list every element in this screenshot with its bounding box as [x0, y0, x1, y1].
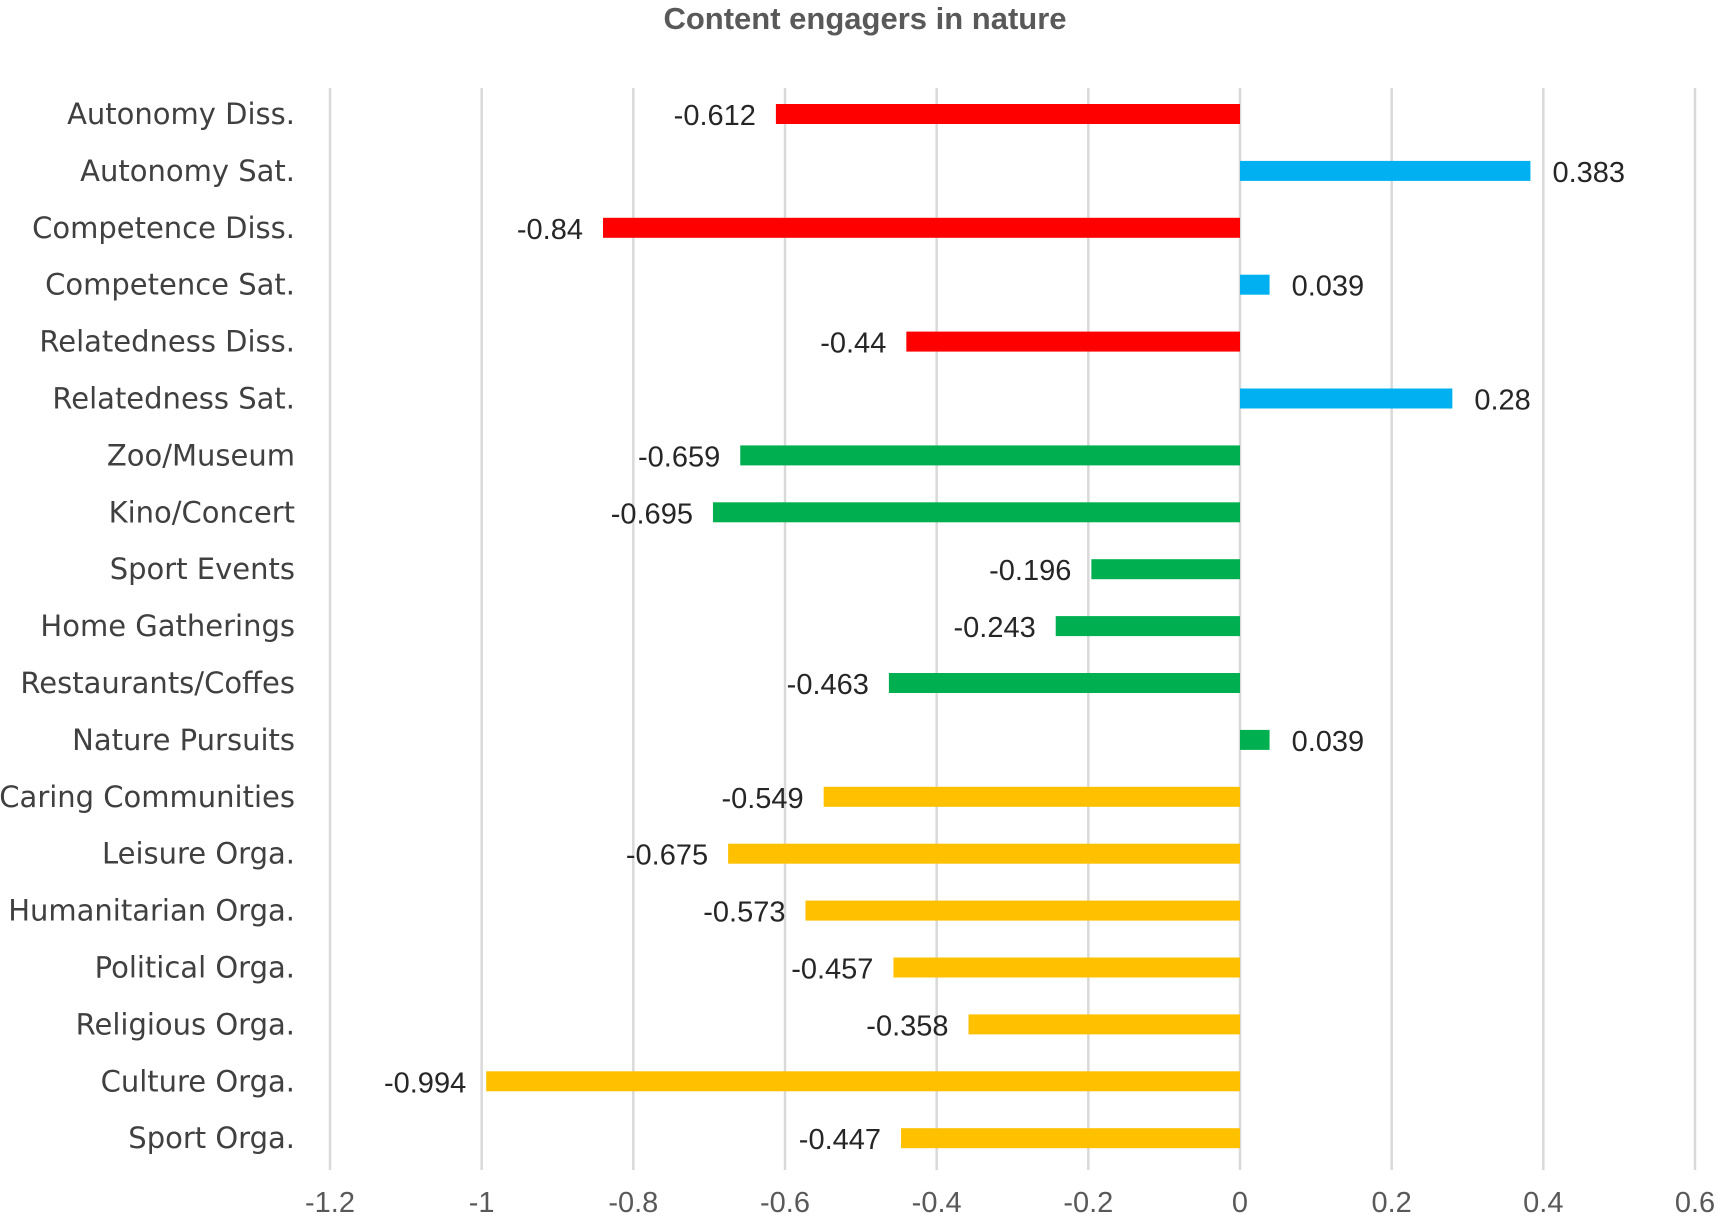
data-label: -0.695 — [611, 498, 693, 530]
bars — [486, 104, 1531, 1149]
category-label: Religious Orga. — [76, 1007, 295, 1041]
data-label: -0.573 — [703, 897, 785, 929]
bar — [805, 900, 1240, 921]
data-label: -0.463 — [787, 669, 869, 701]
x-tick-label: 0.2 — [1372, 1187, 1412, 1219]
category-label: Competence Sat. — [45, 268, 295, 302]
bar — [740, 445, 1240, 466]
bar — [603, 217, 1240, 238]
category-label: Leisure Orga. — [102, 837, 295, 871]
data-label: 0.28 — [1474, 385, 1530, 417]
x-tick-label: -0.8 — [608, 1187, 658, 1219]
x-tick-label: 0 — [1232, 1187, 1248, 1219]
bar — [888, 673, 1240, 693]
x-tick-label: -1.2 — [305, 1187, 355, 1219]
data-label: 0.039 — [1292, 726, 1365, 758]
bar — [1240, 160, 1531, 181]
x-tick-label: -1 — [469, 1187, 495, 1219]
bar — [1091, 559, 1240, 580]
data-label: -0.549 — [721, 783, 803, 815]
category-label: Autonomy Diss. — [67, 97, 295, 131]
data-label: -0.447 — [799, 1124, 881, 1156]
bar — [901, 1128, 1240, 1149]
category-label: Culture Orga. — [101, 1064, 295, 1098]
category-label: Relatedness Sat. — [52, 382, 295, 416]
data-label: -0.612 — [674, 100, 756, 132]
category-label: Competence Diss. — [32, 211, 295, 245]
data-labels: -0.612 0.383 -0.84 0.039 -0.44 0.28 -0.659 -0.6… — [384, 100, 1625, 1156]
bar — [1240, 274, 1270, 295]
bar — [712, 502, 1240, 523]
category-label: Kino/Concert — [109, 495, 295, 529]
x-tick-label: -0.6 — [760, 1187, 810, 1219]
bar — [1055, 616, 1240, 637]
category-label: Zoo/Museum — [107, 438, 295, 472]
data-label: -0.196 — [989, 555, 1071, 587]
data-label: -0.243 — [953, 612, 1035, 644]
category-labels: Autonomy Diss. Autonomy Sat. Competence Di… — [0, 97, 295, 1155]
category-label: Relatedness Diss. — [39, 325, 295, 359]
bar — [486, 1071, 1240, 1092]
category-label: Sport Events — [110, 552, 295, 586]
bar — [968, 1014, 1240, 1035]
data-label: -0.457 — [791, 954, 873, 986]
data-label: -0.659 — [638, 441, 720, 473]
category-label: Political Orga. — [95, 951, 295, 985]
data-label: -0.84 — [517, 214, 583, 246]
data-label: -0.44 — [820, 328, 886, 360]
x-axis-tick-labels: -1.2 -1 -0.8 -0.6 -0.4 -0.2 0 0.2 0.4 0.6 — [305, 1187, 1715, 1219]
x-tick-label: -0.4 — [912, 1187, 962, 1219]
data-label: 0.039 — [1292, 271, 1365, 303]
data-label: -0.675 — [626, 840, 708, 872]
chart-title: Content engagers in nature — [663, 1, 1066, 36]
category-label: Caring Communities — [0, 780, 295, 814]
bar — [823, 786, 1240, 807]
bar — [775, 104, 1240, 124]
category-label: Home Gatherings — [40, 609, 295, 643]
x-tick-label: -0.2 — [1063, 1187, 1113, 1219]
category-label: Humanitarian Orga. — [8, 894, 295, 928]
data-label: -0.358 — [866, 1010, 948, 1042]
category-label: Sport Orga. — [128, 1121, 295, 1155]
x-tick-label: 0.4 — [1523, 1187, 1563, 1219]
bar — [728, 843, 1240, 864]
category-label: Autonomy Sat. — [80, 154, 295, 188]
data-label: 0.383 — [1552, 157, 1625, 189]
bar — [1240, 729, 1270, 750]
bar — [906, 331, 1240, 352]
x-tick-label: 0.6 — [1675, 1187, 1715, 1219]
category-label: Restaurants/Coffes — [20, 666, 295, 700]
data-label: -0.994 — [384, 1067, 466, 1099]
bar — [893, 957, 1240, 978]
bar — [1240, 388, 1453, 409]
category-label: Nature Pursuits — [72, 723, 295, 757]
